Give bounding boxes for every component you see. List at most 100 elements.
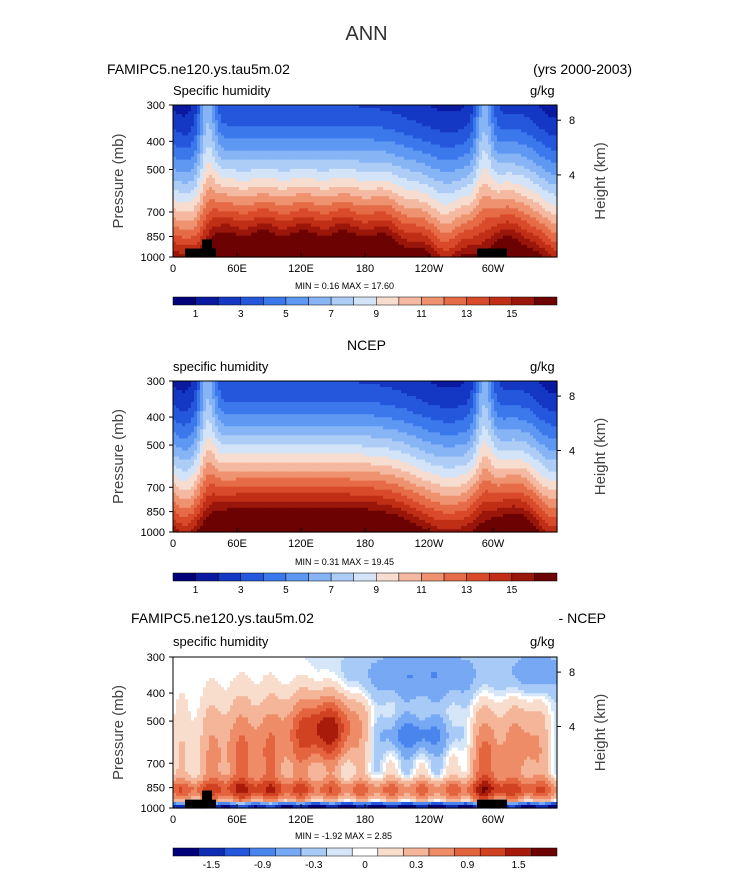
panel3-colorbar: -1.5 -0.9 -0.3 0 0.3 0.9 1.5 — [173, 848, 557, 871]
colorbar-label: 1 — [193, 585, 199, 596]
panel2-field — [173, 381, 558, 533]
pressure-tick-label: 1000 — [141, 252, 165, 264]
colorbar-swatch — [250, 848, 276, 856]
colorbar-swatch — [512, 297, 535, 305]
colorbar-swatch — [455, 848, 481, 856]
colorbar-swatch — [444, 297, 467, 305]
pressure-tick-label: 400 — [147, 688, 165, 700]
height-tick-label: 8 — [569, 115, 575, 127]
colorbar-swatch — [218, 573, 241, 581]
colorbar-label: 3 — [238, 309, 244, 320]
colorbar-swatch — [309, 573, 332, 581]
colorbar-label: -0.9 — [254, 860, 272, 871]
lon-tick-label: 120W — [415, 814, 444, 826]
plot-frame — [173, 381, 557, 532]
colorbar-label: 0.3 — [409, 860, 423, 871]
pressure-tick-label: 700 — [147, 482, 165, 494]
pressure-tick-label: 300 — [147, 652, 165, 664]
colorbar-label: 7 — [328, 585, 334, 596]
pressure-tick-label: 500 — [147, 716, 165, 728]
panel3-left-title: FAMIPC5.ne120.ys.tau5m.02 — [131, 611, 314, 625]
colorbar-label: -0.3 — [305, 860, 323, 871]
lon-tick-label: 180 — [356, 538, 374, 550]
lon-tick-label: 120W — [415, 538, 444, 550]
height-axis-title: Height (km) — [592, 142, 609, 220]
colorbar-swatch — [421, 573, 444, 581]
panel2-minmax: MIN = 0.31 MAX = 19.45 — [295, 558, 394, 567]
panel1-right-title: (yrs 2000-2003) — [533, 62, 632, 76]
pressure-tick-label: 850 — [147, 507, 165, 519]
colorbar-label: 5 — [283, 585, 289, 596]
colorbar-label: 13 — [461, 585, 473, 596]
pressure-tick-label: 400 — [147, 412, 165, 424]
lon-tick-label: 0 — [170, 263, 176, 275]
pressure-axis-title: Pressure (mb) — [110, 409, 127, 504]
colorbar-label: 5 — [283, 309, 289, 320]
height-axis-title: Height (km) — [592, 694, 609, 772]
lon-tick-label: 120E — [288, 538, 314, 550]
colorbar-swatch — [429, 848, 455, 856]
colorbar-swatch — [263, 573, 286, 581]
panel2-units: g/kg — [530, 360, 555, 373]
lon-tick-label: 60W — [482, 814, 505, 826]
colorbar-swatch — [286, 573, 309, 581]
pressure-tick-label: 700 — [147, 207, 165, 219]
lon-tick-label: 60E — [227, 538, 247, 550]
colorbar-label: 1.5 — [512, 860, 526, 871]
colorbar-swatch — [286, 297, 309, 305]
colorbar-swatch — [444, 573, 467, 581]
panel1-minmax: MIN = 0.16 MAX = 17.60 — [295, 282, 394, 291]
colorbar-label: 11 — [416, 309, 427, 320]
colorbar-swatch — [399, 297, 422, 305]
colorbar-swatch — [173, 573, 196, 581]
colorbar-label: -1.5 — [203, 860, 221, 871]
colorbar-swatch — [376, 297, 399, 305]
panel1-variable-label: Specific humidity — [173, 84, 271, 97]
colorbar-swatch — [331, 297, 354, 305]
colorbar-label: 0 — [362, 860, 368, 871]
terrain-block — [477, 249, 507, 257]
colorbar-swatch — [534, 573, 557, 581]
lon-tick-label: 60E — [227, 263, 247, 275]
colorbar-label: 15 — [506, 309, 518, 320]
colorbar-swatch — [263, 297, 286, 305]
lon-tick-label: 180 — [356, 814, 374, 826]
panel3-variable-label: specific humidity — [173, 635, 268, 648]
colorbar-swatch — [534, 297, 557, 305]
pressure-tick-label: 300 — [147, 376, 165, 388]
pressure-axis-title: Pressure (mb) — [110, 685, 127, 780]
colorbar-label: 13 — [461, 309, 473, 320]
pressure-axis-title: Pressure (mb) — [110, 133, 127, 228]
colorbar-swatch — [173, 297, 196, 305]
colorbar-swatch — [354, 573, 377, 581]
colorbar-label: 3 — [238, 585, 244, 596]
colorbar-swatch — [489, 297, 512, 305]
plot-frame — [173, 657, 557, 808]
panel3-field — [173, 657, 558, 809]
panel1-left-title: FAMIPC5.ne120.ys.tau5m.02 — [107, 62, 290, 76]
panel2-center-title: NCEP — [0, 338, 733, 352]
lon-tick-label: 0 — [170, 814, 176, 826]
colorbar-swatch — [352, 848, 378, 856]
colorbar-label: 9 — [374, 309, 380, 320]
height-axis-title: Height (km) — [592, 418, 609, 496]
height-tick-label: 4 — [569, 445, 575, 457]
pressure-tick-label: 500 — [147, 164, 165, 176]
colorbar-label: 9 — [374, 585, 380, 596]
pressure-tick-label: 400 — [147, 136, 165, 148]
terrain-block — [185, 800, 216, 808]
lon-tick-label: 120W — [415, 263, 444, 275]
colorbar-swatch — [421, 297, 444, 305]
colorbar-swatch — [196, 297, 219, 305]
colorbar-swatch — [512, 573, 535, 581]
colorbar-swatch — [309, 297, 332, 305]
pressure-tick-label: 300 — [147, 100, 165, 112]
colorbar-label: 11 — [416, 585, 427, 596]
colorbar-swatch — [301, 848, 327, 856]
pressure-tick-label: 850 — [147, 783, 165, 795]
colorbar-swatch — [331, 573, 354, 581]
terrain-block — [185, 249, 216, 257]
pressure-tick-label: 1000 — [141, 527, 165, 539]
colorbar-swatch — [506, 848, 532, 856]
